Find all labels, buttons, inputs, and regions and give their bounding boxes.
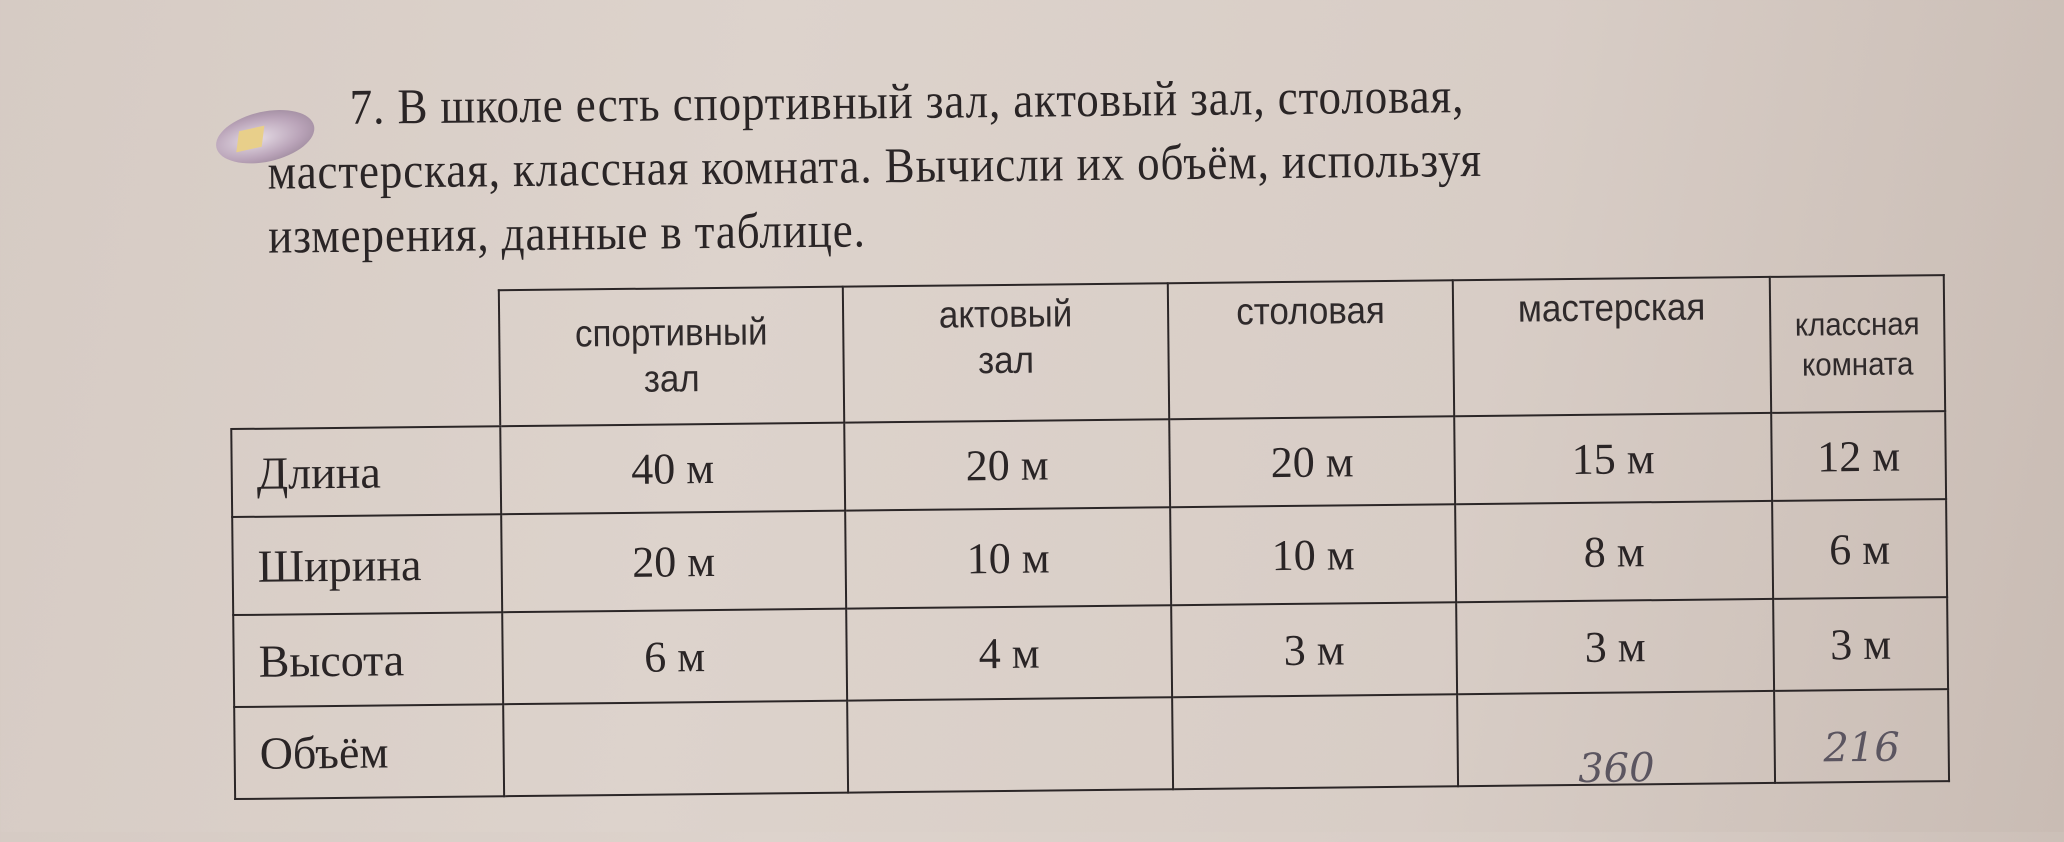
table-cell: 216 [1774,689,1950,783]
column-header: спортивный зал [498,286,845,427]
table-cell: 20 м [501,510,847,613]
table-cell: 15 м [1454,412,1773,505]
table-cell: 6 м [502,608,848,705]
row-label: Высота [233,612,504,708]
handwritten-answer: 216 [1823,724,1901,771]
column-header: классная комната [1769,275,1946,413]
column-header: столовая [1167,280,1455,420]
rooms-table: спортивный зал актовый зал столовая мастер… [229,274,1950,800]
table-row: Высота 6 м 4 м 3 м 3 м 3 м [233,597,1949,708]
task-line: измерения, данные в таблице. [267,201,867,264]
table-cell: 20 м [844,419,1171,511]
row-label: Длина [231,426,502,518]
table-cell: 12 м [1771,411,1947,501]
handwritten-answer: 360 [1577,744,1655,792]
table-cell: 4 м [846,605,1173,701]
table-cell: 3 м [1171,602,1458,698]
header-row: спортивный зал актовый зал столовая мастер… [229,275,1946,430]
table-cell: 6 м [1772,499,1948,599]
table-cell: 40 м [500,422,846,515]
table-cell [1172,694,1459,790]
task-text: 7. В школе есть спортивный зал, актовый … [267,63,1483,268]
table-cell [503,700,849,797]
table-cell: 10 м [1170,504,1457,606]
column-header: мастерская [1452,276,1772,417]
table-row: Объём 360 216 [234,689,1950,800]
table-cell: 3 м [1773,597,1949,691]
row-label: Объём [234,704,505,800]
column-header: актовый зал [842,283,1170,423]
table-row: Ширина 20 м 10 м 10 м 8 м 6 м [232,499,1948,616]
table-cell: 3 м [1456,598,1775,695]
table-cell [847,697,1174,793]
task-line: мастерская, классная комната. Вычисли их… [267,130,1483,200]
table-cell: 8 м [1455,500,1774,603]
table-cell: 10 м [845,507,1172,609]
table-cell: 360 [1457,690,1776,791]
table-cell: 20 м [1169,416,1456,508]
row-label: Ширина [232,514,503,616]
